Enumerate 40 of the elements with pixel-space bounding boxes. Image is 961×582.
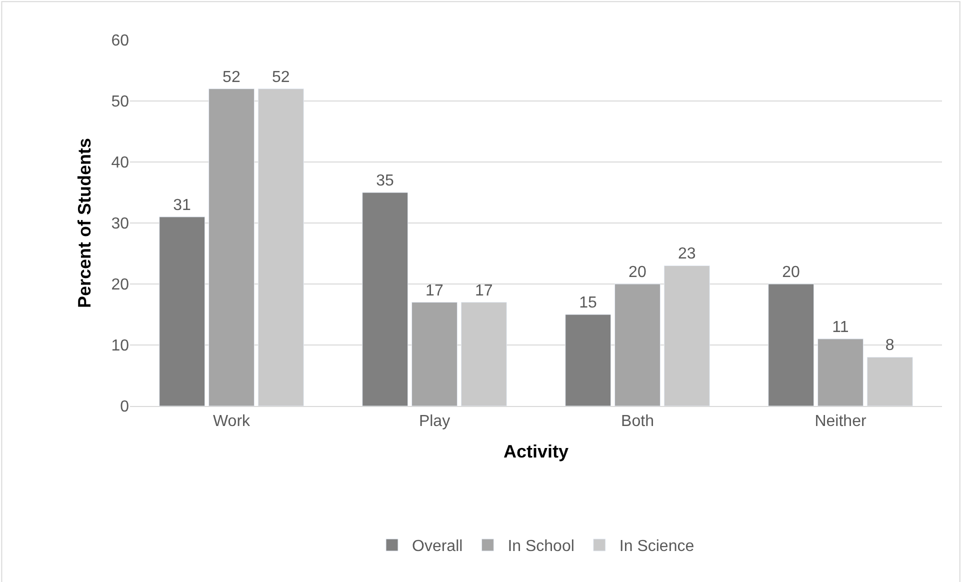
data-label: 31 <box>173 196 192 214</box>
bar <box>866 356 913 406</box>
bar <box>159 216 206 406</box>
x-tick-label: Play <box>418 413 450 430</box>
y-tick-label: 20 <box>111 276 130 294</box>
data-label: 20 <box>782 264 800 281</box>
y-tick-label: 50 <box>111 94 130 111</box>
legend-label: In School <box>508 538 574 556</box>
y-tick-label: 0 <box>120 398 130 416</box>
bar <box>818 338 864 406</box>
data-label: 52 <box>222 68 240 86</box>
y-tick-label: 40 <box>111 154 130 172</box>
bar <box>565 314 612 406</box>
y-tick-label: 30 <box>111 216 130 233</box>
data-label: 35 <box>376 172 394 190</box>
data-label: 8 <box>885 337 894 354</box>
x-tick-label: Neither <box>814 413 867 430</box>
legend-label: Overall <box>412 538 463 556</box>
data-label: 52 <box>272 68 290 86</box>
data-label: 15 <box>579 294 598 312</box>
data-label: 17 <box>426 282 444 300</box>
bar <box>460 302 507 406</box>
y-axis-title: Percent of Students <box>74 138 94 308</box>
data-label: 17 <box>474 282 493 300</box>
y-tick-label: 10 <box>111 338 130 355</box>
bar <box>412 302 458 406</box>
bar <box>768 284 814 406</box>
x-tick-label: Both <box>621 413 654 430</box>
legend-label: In Science <box>619 538 694 556</box>
bar <box>664 265 710 406</box>
bar <box>208 88 254 406</box>
data-label: 20 <box>628 264 646 281</box>
bar <box>614 284 660 406</box>
y-tick-label: 60 <box>111 32 130 50</box>
bar <box>362 192 408 406</box>
x-axis-title: Activity <box>503 441 569 462</box>
data-label: 11 <box>832 318 849 336</box>
bar <box>258 88 304 406</box>
data-label: 23 <box>678 246 696 263</box>
x-tick-label: Work <box>212 413 252 430</box>
